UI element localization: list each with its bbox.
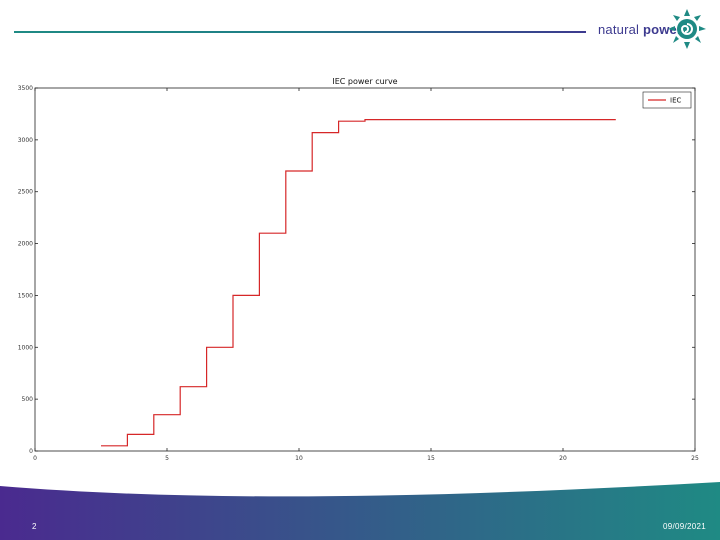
chart-title: IEC power curve [332, 77, 397, 86]
sun-spiral-logo-icon [668, 9, 706, 49]
y-tick-label-2500: 2500 [18, 189, 33, 196]
footer-gradient-band [0, 482, 720, 540]
chart-legend: IEC [642, 91, 692, 109]
y-tick-label-1000: 1000 [18, 344, 33, 351]
power-curve-chart: IEC power curve 0 5 10 15 20 25 0 500 1000 1500 20… [0, 70, 720, 470]
legend-label-iec: IEC [670, 97, 681, 105]
plot-area-frame [34, 87, 696, 452]
y-tick-label-0: 0 [29, 448, 33, 455]
axis-ticks: 0 5 10 15 20 25 0 500 1000 1500 2000 2500 3000 3500 [18, 85, 699, 462]
y-tick-label-1500: 1500 [18, 292, 33, 299]
x-tick-label-10: 10 [295, 455, 303, 462]
footer-date: 09/09/2021 [662, 522, 706, 531]
x-tick-label-15: 15 [427, 455, 435, 462]
brand-logo-text: natural power [598, 22, 682, 37]
x-tick-label-20: 20 [559, 455, 567, 462]
y-tick-label-3500: 3500 [18, 85, 33, 92]
header-rule [14, 31, 586, 33]
y-tick-label-3000: 3000 [18, 137, 33, 144]
legend-box [642, 91, 692, 109]
x-tick-label-5: 5 [165, 455, 169, 462]
slide-number: 2 [32, 522, 37, 531]
x-tick-label-0: 0 [33, 455, 37, 462]
chart-svg: IEC power curve 0 5 10 15 20 25 0 500 1000 1500 20… [18, 77, 699, 462]
logo-word-power: power [642, 22, 683, 37]
y-tick-label-2000: 2000 [18, 241, 33, 248]
series-line-iec [101, 118, 616, 447]
logo-word-natural: natural [598, 22, 640, 37]
x-tick-label-25: 25 [691, 455, 699, 462]
y-tick-label-500: 500 [22, 396, 34, 403]
